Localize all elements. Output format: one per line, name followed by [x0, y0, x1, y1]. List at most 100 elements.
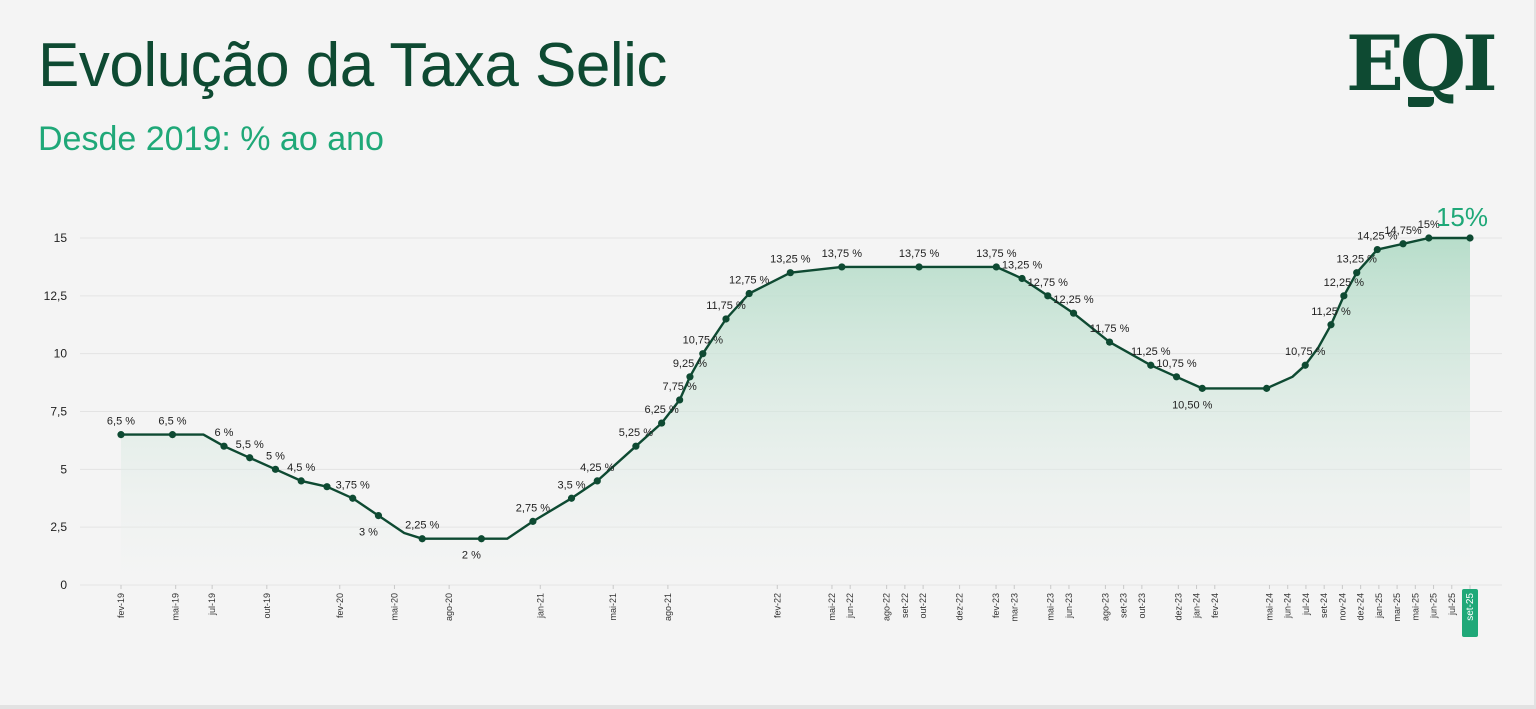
data-label: 11,25 % — [1131, 346, 1171, 358]
x-tick-label: jul-19 — [207, 593, 217, 616]
data-label: 3,75 % — [336, 479, 370, 491]
x-tick-highlight — [1462, 589, 1478, 637]
x-tick-label: mar-25 — [1392, 593, 1402, 622]
data-label: 6,5 % — [158, 416, 186, 428]
data-label: 2,75 % — [516, 502, 550, 514]
data-point — [1147, 361, 1155, 369]
data-label: 4,5 % — [287, 462, 315, 474]
data-label: 6,25 % — [645, 404, 679, 416]
x-tick-label: jun-22 — [845, 593, 855, 619]
y-tick-label: 7,5 — [50, 405, 67, 419]
data-label: 13,75 % — [976, 248, 1017, 260]
x-tick-label: set-22 — [900, 593, 910, 618]
data-label: 12,75 % — [729, 275, 770, 287]
y-tick-label: 5 — [60, 462, 67, 476]
x-tick-label: set-24 — [1319, 593, 1329, 618]
x-tick-label: jun-25 — [1429, 593, 1439, 619]
data-label: 13,25 % — [1337, 254, 1378, 266]
data-point — [1425, 234, 1433, 242]
data-point — [722, 315, 730, 323]
x-tick-label: out-23 — [1137, 593, 1147, 619]
data-point — [1044, 292, 1052, 300]
data-point — [168, 431, 177, 439]
x-tick-label: mai-22 — [827, 593, 837, 621]
data-label: 2,25 % — [405, 520, 439, 532]
labels-layer: 6,5 % 6,5 % 6 %5,5 %5 %4,5 % 3,75 % 3 % 2,25 … — [107, 202, 1488, 562]
x-tick-label: dez-23 — [1173, 593, 1183, 621]
data-point — [632, 442, 640, 450]
x-tick-label: mai-21 — [608, 593, 618, 621]
data-point — [1105, 338, 1114, 346]
x-tick-label: out-22 — [918, 593, 928, 619]
y-tick-label: 15 — [54, 231, 68, 245]
data-point — [1301, 361, 1309, 369]
x-tick-label: set-23 — [1119, 593, 1129, 618]
x-tick-label: out-19 — [262, 593, 272, 619]
data-point — [1327, 321, 1335, 329]
data-label: 12,25 % — [1053, 294, 1094, 306]
data-label: 5,25 % — [619, 427, 653, 439]
y-tick-label: 10 — [54, 347, 68, 361]
data-point — [915, 263, 923, 271]
x-tick-label: ago-21 — [663, 593, 673, 621]
area-layer — [121, 238, 1470, 585]
data-label: 6 % — [214, 427, 233, 439]
data-label: 9,25 % — [673, 358, 707, 370]
data-label: 11,25 % — [1311, 306, 1351, 318]
y-tick-label: 0 — [60, 578, 67, 592]
final-value-label: 15% — [1436, 202, 1488, 232]
data-point — [418, 535, 426, 543]
data-point — [297, 477, 305, 485]
data-label: 13,25 % — [770, 254, 811, 266]
x-tick-label: jul-24 — [1301, 593, 1311, 616]
x-tick-label: nov-24 — [1337, 593, 1347, 621]
data-label: 12,25 % — [1324, 277, 1365, 289]
x-tick-label: jan-24 — [1192, 593, 1202, 619]
x-tick-label: dez-24 — [1356, 593, 1366, 621]
data-label: 7,75 % — [663, 381, 697, 393]
x-tick-label: set-25 — [1465, 593, 1476, 621]
data-point — [1069, 309, 1078, 317]
data-label: 13,25 % — [1002, 259, 1043, 271]
series-area — [121, 238, 1470, 585]
data-point — [220, 442, 228, 450]
data-label: 10,75 % — [1156, 358, 1197, 370]
data-point — [271, 465, 280, 473]
data-point — [1263, 384, 1271, 392]
x-tick-label: ago-22 — [882, 593, 892, 621]
x-tick-label: dez-22 — [955, 593, 965, 621]
points-layer — [117, 234, 1474, 543]
data-label: 5,5 % — [236, 439, 264, 451]
data-point — [1399, 240, 1407, 248]
data-label: 11,75 % — [706, 300, 746, 312]
data-label: 15% — [1418, 219, 1440, 231]
data-point — [323, 483, 331, 491]
data-label: 12,75 % — [1028, 277, 1069, 289]
data-point — [1340, 292, 1348, 300]
x-tick-label: ago-20 — [444, 593, 454, 621]
data-point — [246, 454, 254, 462]
x-tick-label: jun-23 — [1064, 593, 1074, 619]
series-line — [119, 236, 1472, 540]
data-point — [686, 373, 694, 381]
data-label: 13,75 % — [899, 248, 940, 260]
eqi-logo: EQI — [1346, 19, 1498, 108]
data-label: 2 % — [462, 550, 481, 562]
data-point — [567, 494, 576, 502]
x-tick-label: mai-19 — [171, 593, 181, 621]
data-label: 10,75 % — [683, 335, 724, 347]
data-label: 3 % — [359, 527, 378, 539]
data-point — [676, 396, 684, 404]
data-point — [699, 350, 707, 358]
x-tick-label: jan-21 — [535, 593, 545, 619]
data-point — [1198, 384, 1206, 392]
x-tick-label: mai-25 — [1410, 593, 1420, 621]
x-tick-label: mai-24 — [1264, 593, 1274, 621]
data-point — [745, 289, 753, 298]
chart-subtitle: Desde 2019: % ao ano — [38, 120, 384, 158]
x-tick-label: jun-24 — [1283, 593, 1293, 619]
data-label: 3,5 % — [557, 479, 585, 491]
data-label: 11,75 % — [1090, 323, 1130, 335]
